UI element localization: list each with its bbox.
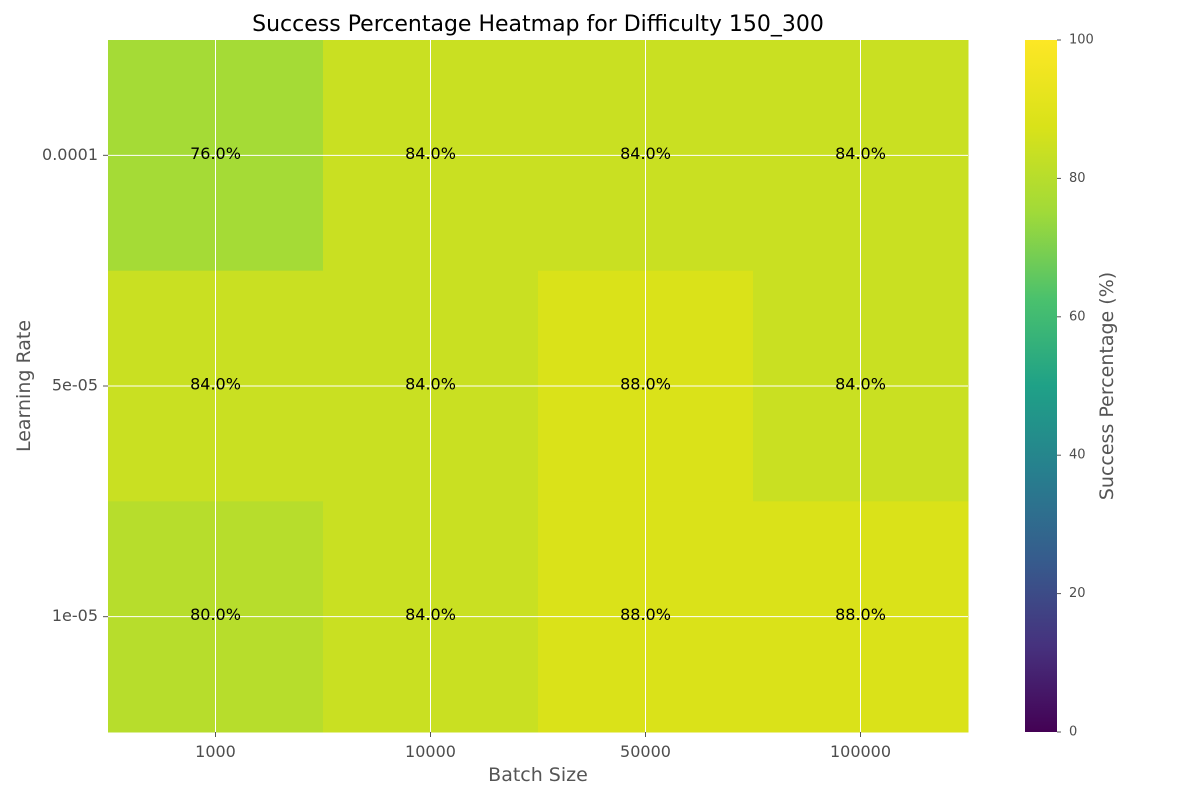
cell-value-label: 84.0%	[405, 375, 456, 394]
cell-value-label: 84.0%	[405, 605, 456, 624]
colorbar-ticks: 0 20 40 60 80 100	[1057, 33, 1094, 740]
colorbar-label: Success Percentage (%)	[1096, 272, 1118, 500]
cell-value-labels: 76.0% 84.0% 84.0% 84.0% 84.0% 84.0% 88.0% 84.0%…	[190, 144, 886, 624]
y-axis-label: Learning Rate	[13, 320, 35, 452]
cell-value-label: 88.0%	[620, 375, 671, 394]
cell-value-label: 84.0%	[405, 144, 456, 163]
cell-value-label: 76.0%	[190, 144, 241, 163]
cell-value-label: 84.0%	[620, 144, 671, 163]
x-axis-ticks: 1000 10000 50000 100000	[195, 732, 891, 761]
colorbar-tick-label: 60	[1069, 309, 1086, 324]
cell-value-label: 84.0%	[835, 144, 886, 163]
y-tick-label: 5e-05	[52, 376, 98, 395]
colorbar-tick-label: 20	[1069, 586, 1086, 601]
cell-value-label: 88.0%	[835, 605, 886, 624]
cell-value-label: 80.0%	[190, 605, 241, 624]
y-tick-label: 1e-05	[52, 606, 98, 625]
x-tick-label: 10000	[405, 742, 456, 761]
x-axis-label: Batch Size	[488, 764, 588, 786]
colorbar-tick-label: 0	[1069, 725, 1077, 740]
colorbar-tick-label: 80	[1069, 171, 1086, 186]
cell-value-label: 84.0%	[835, 375, 886, 394]
colorbar	[1025, 40, 1057, 732]
x-tick-label: 50000	[620, 742, 671, 761]
grid-lines	[108, 40, 968, 732]
colorbar-tick-label: 100	[1069, 33, 1094, 48]
chart-title: Success Percentage Heatmap for Difficult…	[252, 12, 824, 37]
y-tick-label: 0.0001	[42, 145, 98, 164]
y-axis-ticks: 0.0001 5e-05 1e-05	[42, 145, 108, 625]
cell-value-label: 84.0%	[190, 375, 241, 394]
x-tick-label: 1000	[195, 742, 236, 761]
cell-value-label: 88.0%	[620, 605, 671, 624]
x-tick-label: 100000	[830, 742, 891, 761]
colorbar-tick-label: 40	[1069, 448, 1086, 463]
